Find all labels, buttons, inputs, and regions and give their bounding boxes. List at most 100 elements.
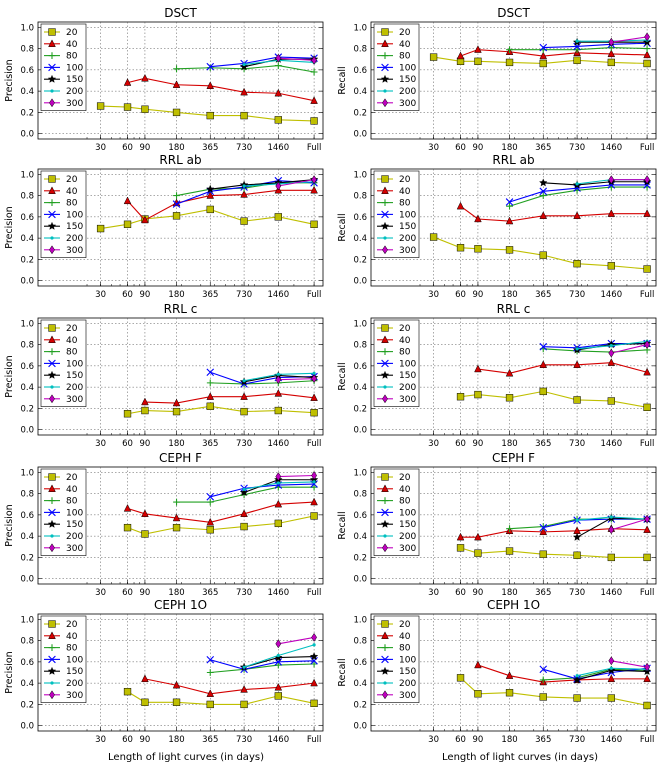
- legend-marker-300: [49, 394, 55, 404]
- x-tick-label: 30: [428, 143, 439, 153]
- chart-title: RRL ab: [159, 153, 201, 167]
- data-point-20: [96, 224, 105, 233]
- data-point-20: [310, 409, 318, 417]
- legend-marker-40: [381, 631, 389, 639]
- data-point-40: [474, 364, 482, 373]
- legend-marker-100: [48, 63, 56, 72]
- x-tick-label: 730: [569, 588, 585, 598]
- legend-marker-150: [47, 370, 57, 379]
- x-tick-label: 60: [122, 143, 133, 153]
- legend-label: 200: [399, 87, 416, 97]
- legend-label: 80: [399, 52, 411, 62]
- data-point-40: [474, 214, 482, 223]
- data-point-100: [539, 342, 548, 351]
- data-point-40: [505, 216, 514, 225]
- legend-label: 200: [66, 532, 83, 542]
- data-point-300: [275, 375, 282, 385]
- x-tick-label: 60: [455, 143, 466, 153]
- legend-label: 150: [66, 75, 83, 85]
- data-point-40: [141, 73, 149, 82]
- legend-marker-200: [50, 89, 54, 93]
- legend-marker-40: [381, 484, 389, 492]
- data-point-100: [539, 43, 548, 52]
- chart-panel-10: 0.0 0.2 0.4 0.6 0.8 1.0 30 60 90 180 365 730 1460 Ful…: [337, 598, 657, 745]
- legend-label: 150: [399, 667, 416, 677]
- series-300: [275, 471, 317, 482]
- x-tick-label: 180: [501, 290, 517, 300]
- data-point-20: [274, 116, 282, 124]
- data-point-300: [608, 37, 615, 47]
- data-point-20: [643, 553, 651, 562]
- legend-marker-40: [48, 39, 56, 47]
- series-40: [474, 358, 651, 377]
- x-tick-label: 90: [473, 143, 484, 153]
- y-tick-label: 0.0: [353, 277, 367, 287]
- legend-marker-20: [381, 175, 389, 183]
- chart-title: CEPH 1O: [487, 598, 540, 612]
- x-tick-label: 365: [535, 735, 551, 745]
- data-point-80: [173, 192, 180, 199]
- legend-label: 300: [399, 395, 416, 405]
- x-tick-label: 1460: [600, 290, 622, 300]
- chart-panel-5: 0.0 0.2 0.4 0.6 0.8 1.0 30 60 90 180 365 730 1460 Ful…: [4, 302, 324, 449]
- x-tick-label: 30: [95, 735, 106, 745]
- series-300: [275, 53, 317, 65]
- data-point-20: [607, 397, 615, 405]
- legend-marker-40: [48, 186, 56, 194]
- legend-label: 40: [66, 336, 78, 346]
- data-point-200: [575, 39, 579, 43]
- legend-label: 80: [66, 52, 78, 62]
- data-point-40: [206, 689, 215, 697]
- x-tick-label: 30: [95, 143, 106, 153]
- data-point-200: [242, 62, 246, 67]
- x-tick-label: 30: [95, 290, 106, 300]
- data-point-100: [206, 368, 215, 377]
- legend-marker-150: [47, 519, 57, 528]
- data-point-20: [240, 522, 248, 531]
- legend-marker-80: [381, 52, 389, 59]
- series-40: [141, 389, 318, 407]
- data-point-40: [123, 504, 132, 512]
- series-20: [456, 674, 651, 710]
- data-point-300: [311, 632, 317, 642]
- data-point-20: [206, 205, 214, 214]
- y-tick-label: 0.0: [20, 130, 34, 140]
- data-point-20: [539, 693, 547, 701]
- x-tick-label: 1460: [267, 439, 289, 449]
- series-line-300: [278, 636, 315, 645]
- data-point-20: [539, 251, 547, 259]
- legend-marker-80: [381, 199, 389, 206]
- data-point-40: [141, 397, 149, 406]
- y-tick-label: 0.4: [20, 87, 34, 97]
- x-tick-label: 365: [535, 439, 551, 449]
- data-point-20: [607, 694, 615, 702]
- x-tick-label: 90: [140, 290, 151, 300]
- legend-label: 100: [399, 63, 416, 73]
- y-tick-label: 0.6: [353, 213, 367, 223]
- data-point-80: [206, 498, 214, 506]
- series-300: [608, 656, 650, 672]
- y-tick-label: 0.4: [20, 234, 34, 244]
- data-point-20: [206, 111, 214, 120]
- series-300: [608, 340, 650, 358]
- data-point-20: [240, 217, 248, 225]
- legend-marker-300: [49, 690, 55, 700]
- data-point-40: [573, 360, 581, 368]
- x-tick-label: 730: [236, 143, 252, 153]
- series-line-80: [210, 663, 315, 674]
- data-point-40: [607, 209, 616, 217]
- x-tick-label: 365: [202, 588, 218, 598]
- legend-marker-150: [380, 370, 390, 379]
- data-point-300: [608, 525, 615, 535]
- series-line-300: [278, 57, 315, 61]
- legend-marker-200: [383, 236, 387, 240]
- legend-marker-20: [381, 473, 389, 481]
- series-300: [275, 374, 317, 385]
- legend-label: 20: [399, 28, 411, 38]
- x-tick-label: Full: [640, 290, 655, 300]
- data-point-40: [474, 660, 482, 669]
- legend-marker-80: [48, 199, 56, 206]
- legend-label: 40: [66, 485, 78, 495]
- data-point-80: [506, 46, 513, 54]
